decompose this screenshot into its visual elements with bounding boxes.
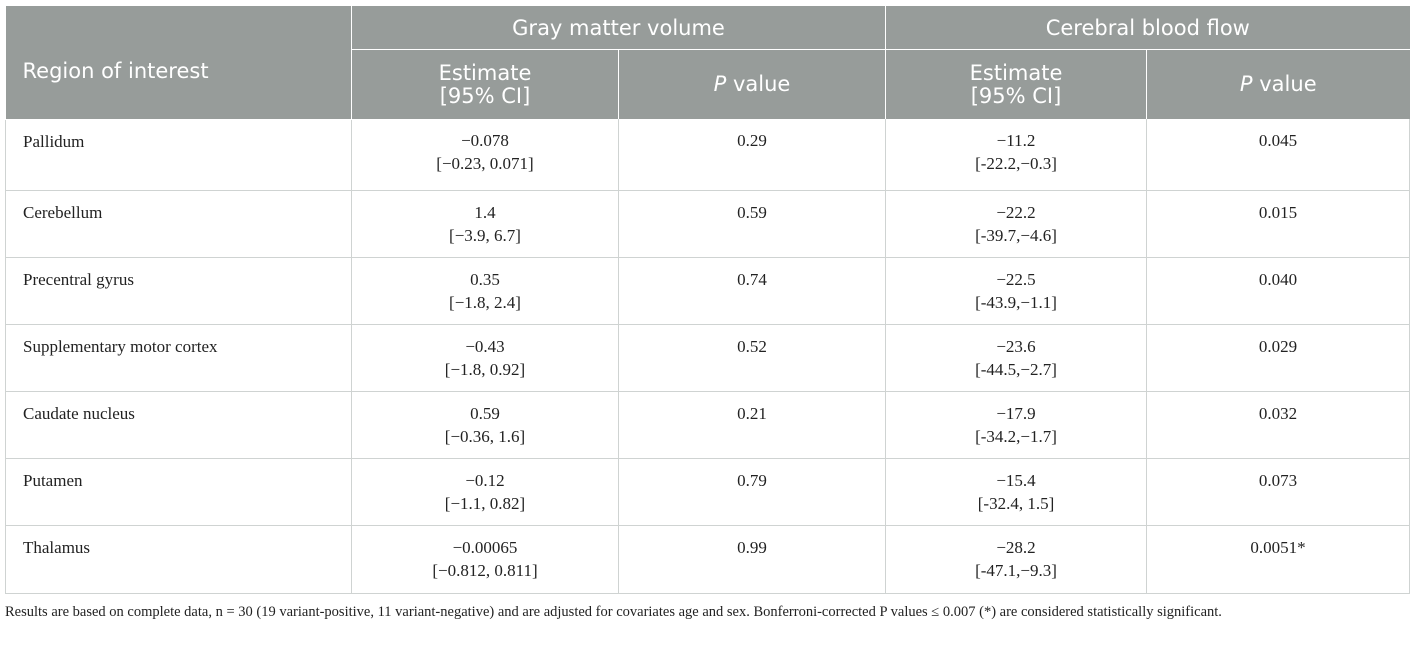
gmv-estimate-cell: −0.12 [−1.1, 0.82] [351,458,619,526]
results-table: Region of interest Gray matter volume Ce… [5,6,1411,594]
ci-value: [-34.2,−1.7] [975,426,1057,446]
gmv-estimate-cell: 0.59 [−0.36, 1.6] [351,391,619,459]
gmv-p-cell: 0.74 [618,257,887,325]
estimate-value: 0.59 [470,403,500,423]
cbf-p-cell: 0.040 [1146,257,1411,325]
ci-value: [-47.1,−9.3] [975,560,1057,580]
cbf-p-cell: 0.032 [1146,391,1411,459]
ci-value: [−3.9, 6.7] [449,225,521,245]
ci-label: [95% CI] [439,83,531,108]
region-cell: Precentral gyrus [5,257,352,325]
table-row: Pallidum −0.078 [−0.23, 0.071] 0.29 −11.2… [5,119,1411,191]
ci-value: [-32.4, 1.5] [977,493,1055,513]
cbf-p-cell: 0.029 [1146,324,1411,392]
estimate-label: Estimate [438,60,532,85]
p-italic: P [713,72,727,96]
estimate-value: −15.4 [996,470,1036,490]
gmv-p-cell: 0.59 [618,190,887,258]
gmv-estimate-cell: 1.4 [−3.9, 6.7] [351,190,619,258]
cerebral-blood-flow-header: Cerebral blood flow [885,6,1410,50]
ci-value: [−0.812, 0.811] [432,560,538,580]
table-row: Precentral gyrus 0.35 [−1.8, 2.4] 0.74 −2… [5,257,1411,325]
ci-value: [−1.1, 0.82] [444,493,526,513]
ci-value: [-22.2,−0.3] [975,154,1057,173]
cbf-p-cell: 0.045 [1146,119,1411,191]
cbf-estimate-cell: −22.2 [-39.7,−4.6] [885,190,1148,258]
gmv-p-value-header: P value [618,49,887,119]
cbf-estimate-cell: −23.6 [-44.5,−2.7] [885,324,1148,392]
estimate-value: −0.00065 [452,537,518,557]
estimate-value: −0.12 [465,470,505,490]
cbf-estimate-cell: −15.4 [-32.4, 1.5] [885,458,1148,526]
gmv-estimate-cell: 0.35 [−1.8, 2.4] [351,257,619,325]
cbf-p-cell: 0.015 [1146,190,1411,258]
region-cell: Cerebellum [5,190,352,258]
gmv-p-cell: 0.29 [618,119,887,191]
ci-value: [−0.36, 1.6] [444,426,526,446]
gray-matter-volume-header: Gray matter volume [351,6,887,50]
estimate-value: 1.4 [474,202,496,222]
table-header: Region of interest Gray matter volume Ce… [5,6,1410,120]
region-cell: Putamen [5,458,352,526]
cbf-estimate-cell: −11.2 [-22.2,−0.3] [885,119,1148,191]
table-row: Thalamus −0.00065 [−0.812, 0.811] 0.99 −2… [5,525,1411,594]
estimate-value: −22.5 [996,269,1036,289]
estimate-value: −17.9 [996,403,1036,423]
gmv-p-cell: 0.21 [618,391,887,459]
p-value-label: value [1252,72,1317,96]
gmv-p-cell: 0.99 [618,525,887,594]
estimate-value: −0.078 [461,131,509,150]
region-cell: Supplementary motor cortex [5,324,352,392]
region-of-interest-header: Region of interest [5,6,352,120]
table-row: Cerebellum 1.4 [−3.9, 6.7] 0.59 −22.2 [-39… [5,190,1411,258]
table-body: Pallidum −0.078 [−0.23, 0.071] 0.29 −11.2… [5,119,1411,594]
p-italic: P [1239,72,1253,96]
region-cell: Pallidum [5,119,352,191]
estimate-value: −11.2 [996,131,1036,150]
table-row: Putamen −0.12 [−1.1, 0.82] 0.79 −15.4 [-32… [5,458,1411,526]
results-table-container: Region of interest Gray matter volume Ce… [5,6,1411,594]
gmv-estimate-header: Estimate [95% CI] [351,49,619,119]
cbf-estimate-cell: −17.9 [-34.2,−1.7] [885,391,1148,459]
region-cell: Thalamus [5,525,352,594]
ci-value: [-39.7,−4.6] [975,225,1057,245]
table-row: Caudate nucleus 0.59 [−0.36, 1.6] 0.21 −1… [5,391,1411,459]
cbf-estimate-header: Estimate [95% CI] [885,49,1148,119]
ci-value: [−1.8, 2.4] [449,292,521,312]
estimate-value: 0.35 [470,269,500,289]
ci-value: [−1.8, 0.92] [444,359,526,379]
cbf-p-value-header: P value [1146,49,1410,119]
table-footnote: Results are based on complete data, n = … [5,604,1222,620]
cbf-p-cell: 0.0051* [1146,525,1411,594]
table-row: Supplementary motor cortex −0.43 [−1.8, 0… [5,324,1411,392]
estimate-value: −23.6 [996,336,1036,356]
gmv-p-cell: 0.79 [618,458,887,526]
cbf-estimate-cell: −28.2 [-47.1,−9.3] [885,525,1148,594]
estimate-label: Estimate [969,60,1063,85]
estimate-value: −22.2 [996,202,1036,222]
gmv-estimate-cell: −0.43 [−1.8, 0.92] [351,324,619,392]
ci-value: [-43.9,−1.1] [975,292,1057,312]
estimate-value: −0.43 [465,336,505,356]
ci-value: [-44.5,−2.7] [975,359,1057,379]
cbf-estimate-cell: −22.5 [-43.9,−1.1] [885,257,1148,325]
region-cell: Caudate nucleus [5,391,352,459]
gmv-p-cell: 0.52 [618,324,887,392]
ci-value: [−0.23, 0.071] [436,154,534,173]
estimate-value: −28.2 [996,537,1036,557]
p-value-label: value [726,72,791,96]
cbf-p-cell: 0.073 [1146,458,1411,526]
gmv-estimate-cell: −0.078 [−0.23, 0.071] [351,119,619,191]
ci-label: [95% CI] [970,83,1062,108]
gmv-estimate-cell: −0.00065 [−0.812, 0.811] [351,525,619,594]
